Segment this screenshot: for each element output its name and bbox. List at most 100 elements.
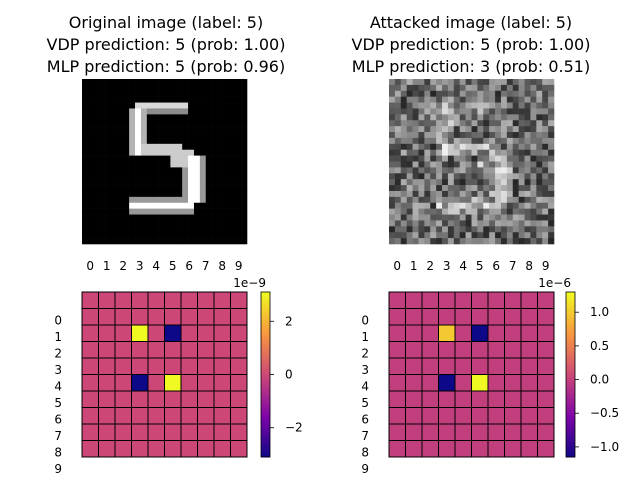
image-pixel [111, 185, 118, 192]
colorbar-band [261, 437, 270, 441]
heatmap-cell [388, 324, 406, 342]
colorbar-band [566, 377, 575, 381]
heatmap-cell [520, 423, 538, 441]
image-pixel [465, 114, 472, 121]
image-pixel [193, 149, 201, 156]
heatmap-cell [504, 407, 522, 425]
image-pixel [424, 232, 431, 239]
image-pixel [418, 196, 425, 204]
heatmap-cell [213, 291, 231, 309]
image-pixel [453, 196, 461, 204]
image-pixel [99, 161, 106, 168]
image-pixel [471, 126, 478, 133]
image-pixel [205, 220, 212, 227]
image-pixel [418, 190, 425, 198]
heatmap-cell [114, 291, 132, 309]
image-pixel [199, 190, 207, 198]
image-pixel [424, 132, 431, 139]
image-pixel [217, 220, 224, 227]
image-pixel [436, 102, 443, 109]
heatmap-cell [520, 324, 538, 342]
heatmap-cell [405, 423, 423, 441]
image-pixel [193, 79, 201, 86]
image-pixel [442, 84, 449, 92]
image-pixel [500, 202, 508, 209]
image-pixel [229, 202, 236, 209]
image-pixel [530, 220, 537, 227]
image-pixel [140, 179, 148, 186]
heatmap-cell [438, 357, 456, 375]
image-pixel [506, 79, 514, 86]
image-pixel [489, 137, 496, 145]
heatmap-cell [197, 308, 215, 326]
image-pixel [459, 132, 466, 139]
image-pixel [158, 179, 165, 186]
colorbar-band [566, 432, 575, 436]
colorbar-0-scale-label: 1e−9 [233, 276, 266, 290]
colorbar-0: 20−2 [260, 291, 303, 458]
image-pixel [241, 84, 248, 92]
image-pixel [424, 202, 431, 209]
colorbar-band [566, 443, 575, 447]
image-pixel [477, 120, 484, 127]
image-pixel [135, 90, 142, 97]
image-pixel [152, 161, 159, 168]
image-pixel [129, 114, 136, 121]
image-pixel [229, 232, 236, 239]
image-pixel [82, 79, 89, 86]
image-pixel [506, 238, 514, 245]
image-pixel [205, 167, 212, 174]
image-pixel [111, 161, 118, 168]
image-pixel [146, 202, 154, 209]
image-pixel [105, 226, 112, 233]
image-pixel [483, 220, 490, 227]
image-pixel [129, 126, 136, 133]
heatmap-1-x-tick: 8 [525, 259, 533, 273]
image-pixel [211, 202, 218, 209]
image-pixel [182, 232, 189, 239]
colorbar-band [261, 448, 270, 452]
image-pixel [129, 238, 136, 245]
image-pixel [542, 132, 549, 139]
heatmap-cell [180, 324, 198, 342]
image-pixel [495, 196, 502, 204]
image-pixel [424, 143, 431, 151]
image-pixel [465, 137, 472, 145]
image-pixel [489, 232, 496, 239]
image-pixel [111, 102, 118, 109]
image-pixel [182, 214, 189, 221]
image-pixel [506, 84, 514, 92]
image-pixel [430, 114, 437, 121]
image-pixel [82, 143, 89, 151]
image-pixel [129, 96, 136, 103]
image-pixel [105, 114, 112, 121]
image-pixel [524, 90, 531, 97]
image-pixel [524, 155, 531, 162]
image-pixel [389, 167, 396, 174]
image-pixel [188, 190, 195, 198]
image-pixel [199, 126, 207, 133]
image-pixel [93, 179, 100, 186]
image-pixel [530, 208, 537, 215]
image-pixel [176, 208, 183, 215]
image-pixel [394, 167, 402, 174]
image-pixel [82, 185, 89, 192]
image-pixel [223, 173, 230, 180]
colorbar-band [566, 292, 575, 296]
image-pixel [489, 108, 496, 115]
image-pixel [518, 102, 525, 109]
heatmap-cell [438, 374, 456, 392]
image-pixel [483, 196, 490, 204]
image-pixel [394, 137, 402, 145]
image-pixel [117, 149, 124, 156]
image-pixel [140, 132, 148, 139]
image-pixel [170, 120, 177, 127]
heatmap-cell [81, 390, 99, 408]
image-pixel [188, 161, 195, 168]
image-pixel [182, 90, 189, 97]
image-pixel [152, 167, 159, 174]
image-pixel [158, 120, 165, 127]
image-pixel [158, 196, 165, 204]
image-pixel [188, 173, 195, 180]
image-pixel [235, 196, 242, 204]
